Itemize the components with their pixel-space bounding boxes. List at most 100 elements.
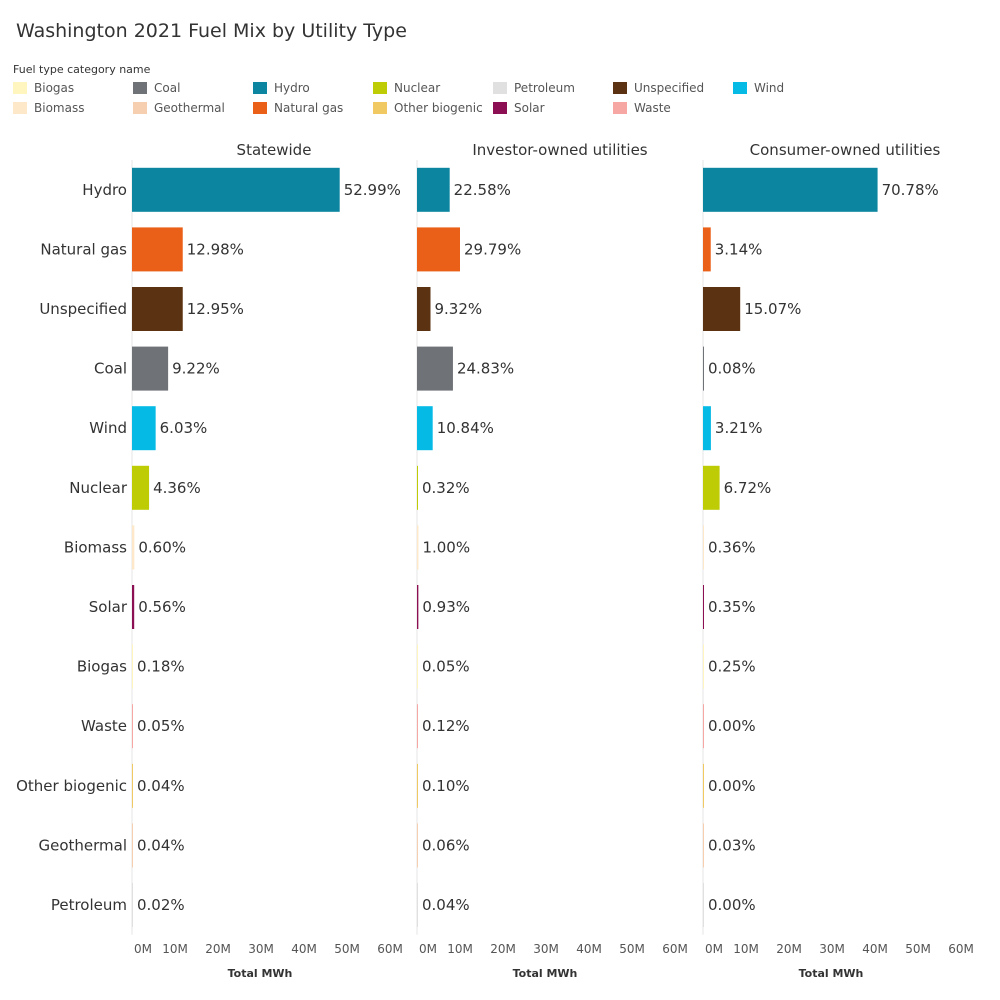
bar xyxy=(417,406,433,451)
data-label: 0.00% xyxy=(708,777,756,795)
x-tick-label: 30M xyxy=(819,942,845,956)
data-label: 9.22% xyxy=(172,360,220,378)
bar xyxy=(417,287,431,331)
legend-swatch xyxy=(133,82,147,94)
x-tick-label: 0M xyxy=(419,942,437,956)
data-label: 0.04% xyxy=(137,777,185,795)
bar xyxy=(132,763,133,808)
bar xyxy=(703,823,704,868)
x-tick-label: 40M xyxy=(291,942,317,956)
category-label: Wind xyxy=(89,419,127,437)
x-tick-label: 20M xyxy=(490,942,516,956)
bar xyxy=(417,525,419,570)
legend-item-coal[interactable]: Coal xyxy=(133,81,180,95)
legend-item-wind[interactable]: Wind xyxy=(733,81,784,95)
x-tick-label: 40M xyxy=(576,942,602,956)
x-tick-label: 10M xyxy=(162,942,188,956)
legend-label: Petroleum xyxy=(514,81,575,95)
category-label: Other biogenic xyxy=(16,777,127,795)
legend-label: Nuclear xyxy=(394,81,441,95)
x-tick-label: 50M xyxy=(619,942,645,956)
data-label: 0.06% xyxy=(422,836,470,854)
legend-item-waste[interactable]: Waste xyxy=(613,101,671,115)
legend-label: Biomass xyxy=(34,101,85,115)
category-label: Waste xyxy=(81,717,127,735)
data-label: 52.99% xyxy=(344,181,401,199)
category-label: Coal xyxy=(94,360,127,378)
category-label: Biogas xyxy=(77,658,127,676)
bar xyxy=(132,585,135,629)
data-label: 12.98% xyxy=(187,240,244,258)
legend-item-geothermal[interactable]: Geothermal xyxy=(133,101,225,115)
bar xyxy=(132,525,135,570)
data-label: 0.12% xyxy=(422,717,470,735)
legend-swatch xyxy=(493,82,507,94)
legend-item-solar[interactable]: Solar xyxy=(493,101,545,115)
x-axis-label: Total MWh xyxy=(799,967,864,980)
bar xyxy=(703,406,711,451)
bar xyxy=(417,585,419,629)
data-label: 6.72% xyxy=(724,479,772,497)
x-tick-label: 30M xyxy=(248,942,274,956)
legend-item-biomass[interactable]: Biomass xyxy=(13,101,84,115)
panel-header: Statewide xyxy=(237,141,312,159)
legend-item-hydro[interactable]: Hydro xyxy=(253,81,310,95)
data-label: 0.93% xyxy=(422,598,470,616)
bar xyxy=(132,823,133,868)
bar xyxy=(132,644,133,689)
legend-label: Unspecified xyxy=(634,81,705,95)
legend-item-other-biogenic[interactable]: Other biogenic xyxy=(373,101,483,115)
category-label: Geothermal xyxy=(38,836,127,854)
data-label: 22.58% xyxy=(454,181,511,199)
bar xyxy=(132,465,150,510)
legend-swatch xyxy=(373,102,387,114)
data-label: 0.18% xyxy=(137,658,185,676)
legend-swatch xyxy=(13,102,27,114)
x-tick-label: 40M xyxy=(862,942,888,956)
bar xyxy=(703,763,704,808)
data-label: 0.05% xyxy=(137,717,185,735)
bar xyxy=(703,883,704,927)
panel-header: Investor-owned utilities xyxy=(472,141,647,159)
bar xyxy=(417,704,418,749)
legend-label: Hydro xyxy=(274,81,310,95)
legend-swatch xyxy=(253,102,267,114)
x-tick-label: 50M xyxy=(334,942,360,956)
data-label: 0.00% xyxy=(708,896,756,914)
data-label: 24.83% xyxy=(457,360,514,378)
bar xyxy=(703,585,704,629)
legend-label: Geothermal xyxy=(154,101,225,115)
legend-item-unspecified[interactable]: Unspecified xyxy=(613,81,704,95)
x-tick-label: 10M xyxy=(733,942,759,956)
legend-item-natural-gas[interactable]: Natural gas xyxy=(253,101,343,115)
x-tick-label: 60M xyxy=(377,942,403,956)
bar xyxy=(703,465,720,510)
bar xyxy=(703,346,704,391)
data-label: 0.36% xyxy=(708,538,756,556)
legend-label: Wind xyxy=(754,81,785,95)
legend-item-petroleum[interactable]: Petroleum xyxy=(493,81,575,95)
legend-label: Natural gas xyxy=(274,101,344,115)
data-label: 4.36% xyxy=(153,479,201,497)
legend-label: Biogas xyxy=(34,81,75,95)
data-label: 0.25% xyxy=(708,658,756,676)
legend-swatch xyxy=(613,102,627,114)
data-label: 0.56% xyxy=(138,598,186,616)
bar xyxy=(132,287,183,331)
bar xyxy=(417,763,418,808)
legend-item-nuclear[interactable]: Nuclear xyxy=(373,81,440,95)
data-label: 0.00% xyxy=(708,717,756,735)
data-label: 3.14% xyxy=(715,240,763,258)
x-tick-label: 0M xyxy=(134,942,152,956)
data-label: 3.21% xyxy=(715,419,763,437)
data-label: 0.35% xyxy=(708,598,756,616)
panel-header: Consumer-owned utilities xyxy=(750,141,941,159)
data-label: 1.00% xyxy=(422,538,470,556)
category-label: Petroleum xyxy=(51,896,127,914)
category-label: Biomass xyxy=(64,538,127,556)
x-axis-label: Total MWh xyxy=(513,967,578,980)
legend-item-biogas[interactable]: Biogas xyxy=(13,81,74,95)
data-label: 29.79% xyxy=(464,240,521,258)
data-label: 0.03% xyxy=(708,836,756,854)
legend-label: Coal xyxy=(154,81,181,95)
